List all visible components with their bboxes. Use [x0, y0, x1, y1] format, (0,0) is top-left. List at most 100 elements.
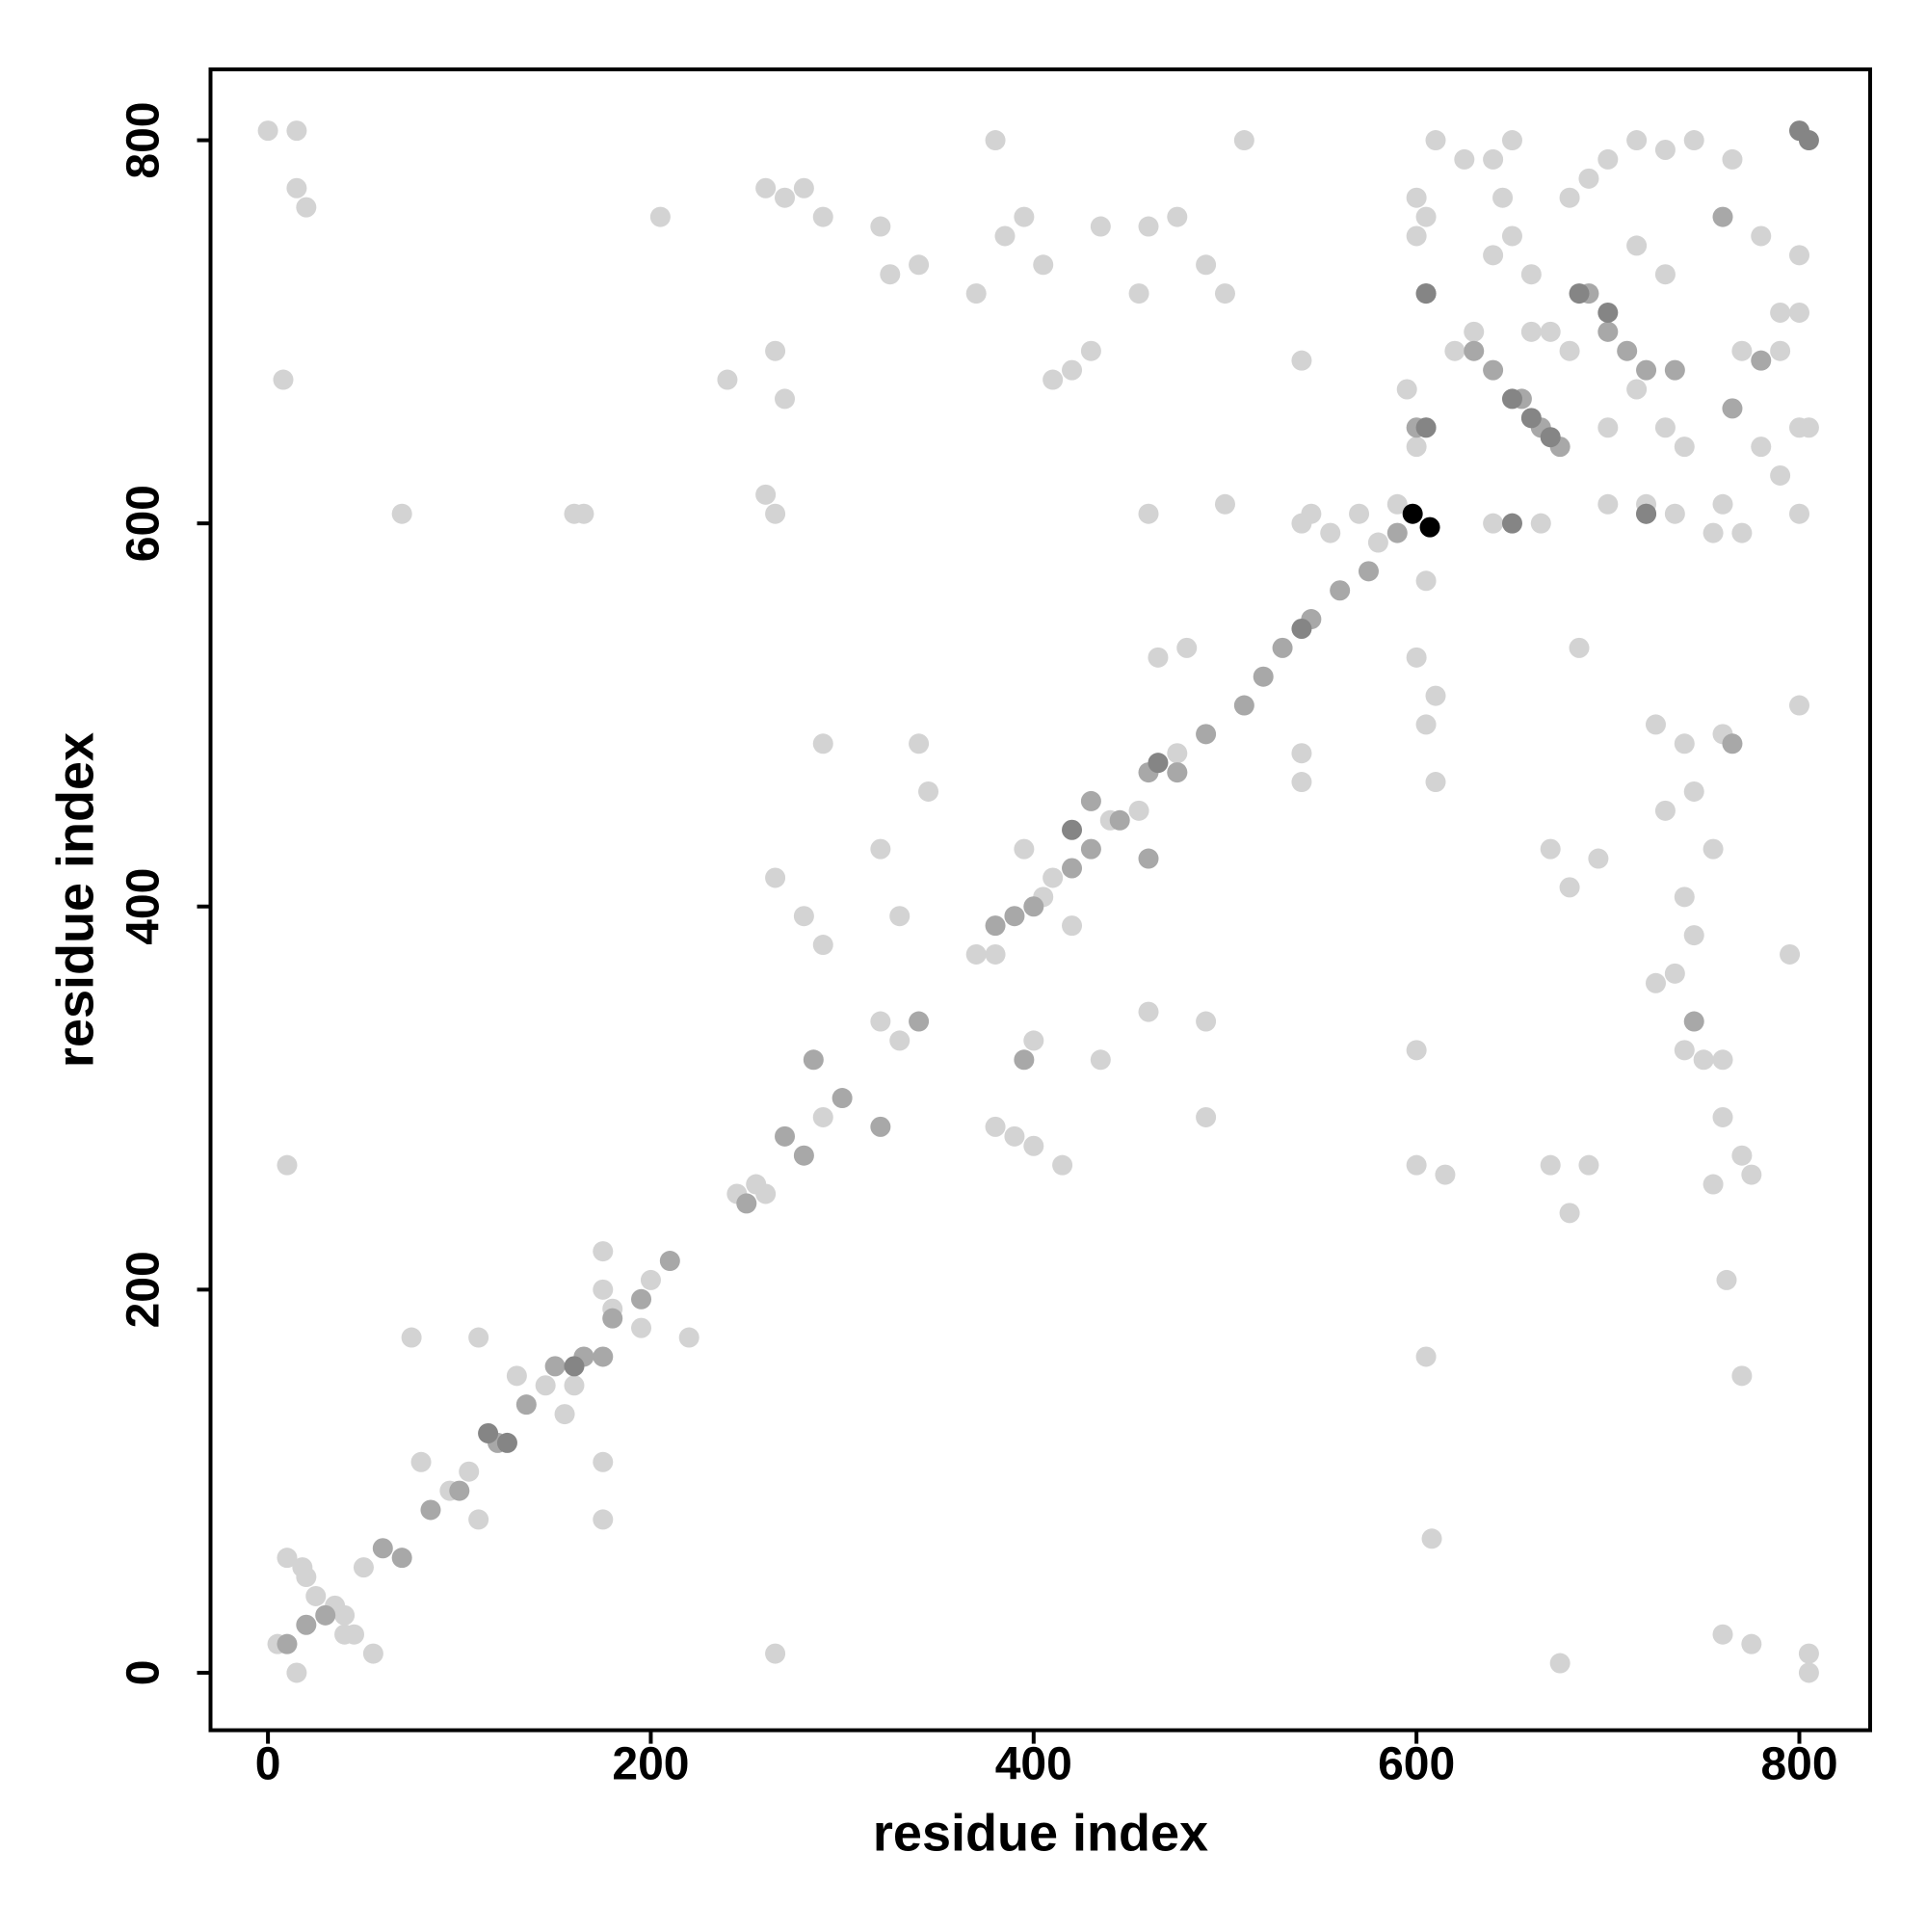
- point: [1626, 235, 1648, 256]
- point: [296, 197, 317, 218]
- point: [1703, 1174, 1724, 1195]
- point: [1798, 130, 1819, 151]
- point: [1751, 225, 1772, 247]
- point: [812, 733, 833, 754]
- point: [1004, 906, 1025, 927]
- point: [506, 1365, 527, 1387]
- point: [812, 1106, 833, 1127]
- point: [1330, 580, 1351, 601]
- point: [1138, 503, 1159, 524]
- point: [1196, 254, 1217, 276]
- point: [1559, 1203, 1580, 1224]
- point: [459, 1461, 480, 1482]
- point: [870, 838, 891, 860]
- point: [1636, 503, 1657, 524]
- point: [593, 1451, 614, 1472]
- point: [1540, 838, 1561, 860]
- point: [1253, 666, 1274, 687]
- point: [1712, 206, 1733, 227]
- point: [1464, 340, 1485, 361]
- y-tick-label: 800: [119, 102, 170, 179]
- point: [1788, 245, 1809, 266]
- point: [1148, 753, 1169, 774]
- point: [1425, 772, 1446, 793]
- point: [1540, 427, 1561, 448]
- point: [909, 733, 930, 754]
- point: [1780, 943, 1801, 965]
- point: [1654, 139, 1676, 160]
- point: [1722, 148, 1743, 170]
- point: [1716, 1269, 1737, 1290]
- point: [793, 906, 814, 927]
- point: [1722, 733, 1743, 754]
- point: [1167, 743, 1188, 764]
- point: [1415, 206, 1437, 227]
- point: [1664, 963, 1685, 984]
- point: [755, 177, 777, 198]
- point: [1731, 340, 1753, 361]
- point: [985, 943, 1006, 965]
- point: [1080, 790, 1101, 811]
- point: [812, 206, 833, 227]
- point: [296, 1567, 317, 1588]
- point: [1674, 733, 1695, 754]
- point: [1014, 1049, 1035, 1071]
- point: [1540, 1154, 1561, 1176]
- point: [918, 781, 939, 802]
- x-tick-label: 200: [612, 1738, 689, 1789]
- point: [1176, 637, 1198, 658]
- x-tick-label: 800: [1760, 1738, 1837, 1789]
- point: [1683, 781, 1704, 802]
- point: [909, 254, 930, 276]
- point: [1080, 340, 1101, 361]
- point: [1788, 695, 1809, 716]
- point: [1712, 1624, 1733, 1645]
- point: [1023, 1030, 1044, 1051]
- point: [659, 1251, 680, 1272]
- point: [870, 1116, 891, 1137]
- y-tick-label: 400: [119, 868, 170, 945]
- point: [1588, 848, 1609, 869]
- point: [765, 1643, 786, 1664]
- point: [1454, 148, 1475, 170]
- point: [554, 1404, 575, 1425]
- point: [1741, 1633, 1762, 1654]
- point: [1109, 809, 1130, 831]
- point: [755, 484, 777, 505]
- point: [678, 1327, 700, 1348]
- point: [1492, 187, 1514, 208]
- point: [765, 867, 786, 888]
- point: [286, 177, 307, 198]
- point: [564, 1375, 585, 1396]
- point: [1770, 302, 1791, 323]
- point: [1501, 130, 1522, 151]
- point: [468, 1327, 489, 1348]
- point: [1062, 915, 1083, 937]
- point: [994, 225, 1016, 247]
- point: [1788, 302, 1809, 323]
- point: [775, 187, 796, 208]
- point: [1501, 513, 1522, 534]
- point: [985, 130, 1006, 151]
- point: [889, 1030, 911, 1051]
- point: [1406, 1040, 1427, 1061]
- point: [1483, 359, 1504, 381]
- point: [1444, 340, 1465, 361]
- x-tick-label: 0: [255, 1738, 281, 1789]
- point: [775, 1125, 796, 1147]
- point: [1683, 1011, 1704, 1032]
- point: [640, 1269, 661, 1290]
- point: [372, 1538, 393, 1559]
- point: [832, 1088, 853, 1109]
- point: [564, 1356, 585, 1377]
- point: [1693, 1049, 1714, 1071]
- point: [1674, 887, 1695, 908]
- point: [1033, 254, 1054, 276]
- point: [593, 1509, 614, 1530]
- points: [257, 120, 1819, 1683]
- point: [1415, 1346, 1437, 1367]
- point: [1520, 264, 1542, 285]
- point: [1138, 1001, 1159, 1022]
- point: [277, 1548, 298, 1569]
